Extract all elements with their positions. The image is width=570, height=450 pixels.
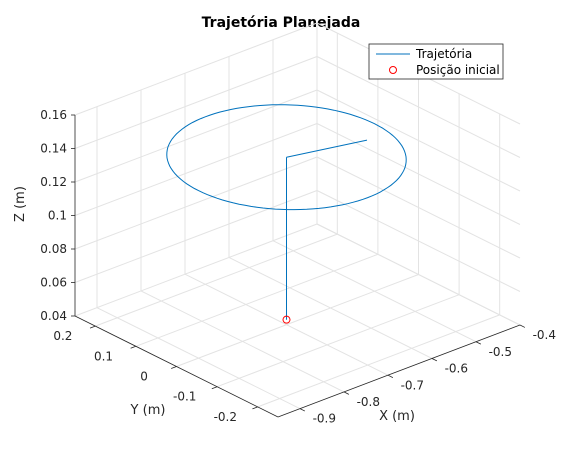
y-tick-label-4: 0.2 [53,329,72,343]
z-tick-label-2: 0.08 [40,242,67,256]
grid-backwall-z-0 [74,223,318,317]
legend: Trajetória Posição inicial [368,43,504,80]
x-tick-label-0: -0.9 [313,412,336,426]
plot-area [166,104,407,324]
y-tick-mark-0 [252,406,258,410]
grid-backwall-z-5 [74,56,318,149]
y-tick-mark-3 [130,345,137,349]
legend-label-posicao-inicial: Posição inicial [416,63,500,77]
grid-backwall-z-4 [74,89,318,183]
x-axis-label: X (m) [379,409,415,424]
y-tick-mark-2 [171,366,177,369]
z-tick-label-6: 0.16 [40,108,67,122]
grid-backwall-z-1 [74,190,318,283]
x-tick-mark-1 [343,391,350,395]
z-tick-label-4: 0.12 [40,175,67,189]
z-axis-label: Z (m) [13,186,28,222]
initial-position-marker [282,315,291,324]
grid-sidewall-z-3 [316,123,521,225]
grid [74,22,521,410]
grid-backwall-z-6 [74,22,318,116]
z-tick-label-3: 0.1 [48,209,67,223]
x-tick-mark-3 [431,358,438,362]
z-tick-label-5: 0.14 [40,142,67,156]
x-tick-label-1: -0.8 [357,395,380,409]
y-tick-mark-1 [211,386,218,390]
y-tick-label-3: 0.1 [94,349,113,363]
grid-floor-y-4 [95,233,338,327]
x-tick-mark-5 [519,324,526,328]
trajectory-segment-1 [286,139,368,158]
y-tick-label-2: 0 [140,370,148,384]
grid-sidewall-z-0 [316,223,521,326]
y-tick-label-1: -0.1 [173,390,196,404]
legend-label-trajetoria: Trajetória [415,47,472,61]
grid-backwall-z-2 [74,156,318,250]
grid-sidewall-z-2 [316,156,521,259]
x-axis-line [277,324,521,418]
x-tick-mark-0 [299,408,306,412]
grid-floor-y-1 [216,294,460,388]
chart-title: Trajetória Planejada [202,15,361,31]
grid-sidewall-z-4 [316,89,521,192]
x-tick-mark-2 [387,374,394,378]
grid-backwall-z-3 [74,123,318,216]
grid-sidewall-z-5 [316,56,521,158]
tick-labels: -0.9 -0.8 -0.7 -0.6 -0.5 -0.4 -0.2 -0.1 0 0.1 0.2 0… [40,108,556,426]
trajectory-segment-2 [166,104,407,211]
grid-floor-y-3 [135,253,379,347]
x-tick-label-3: -0.6 [445,362,468,376]
z-tick-label-1: 0.06 [40,276,67,290]
grid-floor-y-2 [176,274,419,367]
x-tick-label-5: -0.4 [533,328,556,342]
y-tick-label-0: -0.2 [214,410,237,424]
y-tick-mark-4 [89,325,96,329]
x-tick-mark-4 [475,341,482,345]
grid-floor-y-0 [257,314,500,408]
x-tick-label-2: -0.7 [401,378,424,392]
grid-sidewall-z-1 [316,190,521,292]
z-tick-label-0: 0.04 [40,309,67,323]
legend-marker-posicao-inicial [389,66,397,74]
y-axis-label: Y (m) [130,403,166,418]
x-tick-label-4: -0.5 [489,345,512,359]
